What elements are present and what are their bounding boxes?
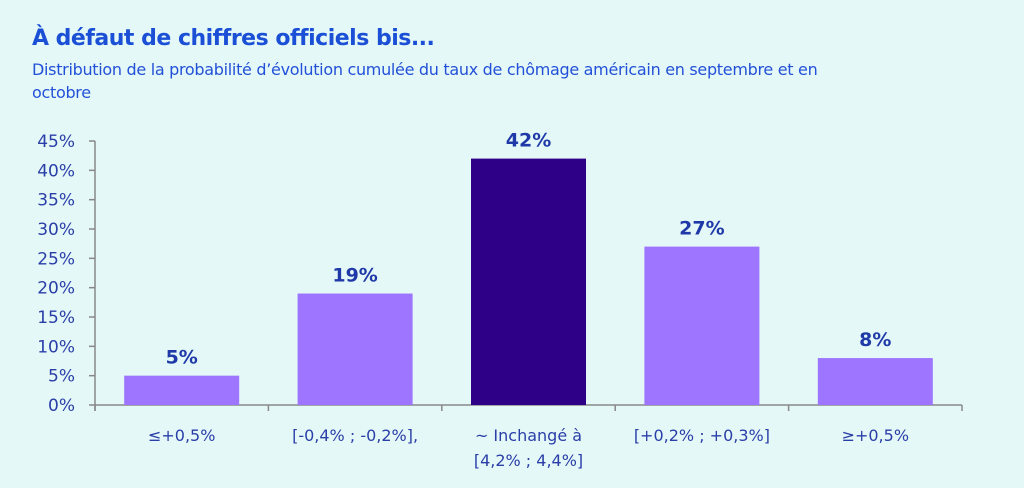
chart-title: À défaut de chiffres officiels bis...: [32, 26, 435, 51]
x-tick-label: ≥+0,5%: [842, 426, 909, 445]
y-tick-label: 30%: [37, 220, 75, 240]
data-label: 27%: [679, 218, 724, 240]
y-tick-label: 0%: [48, 396, 75, 416]
chart-subtitle: Distribution de la probabilité d’évoluti…: [32, 60, 818, 102]
y-tick-label: 45%: [37, 132, 75, 152]
x-tick-label: [+0,2% ; +0,3%]: [634, 426, 770, 445]
y-tick-label: 5%: [48, 367, 75, 387]
y-tick-label: 20%: [37, 279, 75, 299]
x-tick-label: ~ Inchangé à: [475, 426, 582, 445]
x-tick-label: [-0,4% ; -0,2%],: [292, 426, 418, 445]
x-tick-label: ≤+0,5%: [148, 426, 215, 445]
data-label: 8%: [859, 329, 891, 351]
bar: [297, 293, 413, 405]
data-label: 5%: [166, 347, 198, 369]
y-tick-label: 40%: [37, 161, 75, 181]
bar: [471, 158, 586, 405]
y-tick-label: 25%: [37, 249, 75, 269]
y-tick-label: 15%: [37, 308, 75, 328]
x-tick-label: [4,2% ; 4,4%]: [474, 451, 583, 470]
bar: [817, 358, 933, 405]
bar: [644, 246, 760, 405]
y-tick-label: 10%: [37, 337, 75, 357]
data-label: 19%: [332, 265, 377, 287]
data-label: 42%: [506, 130, 551, 152]
bar: [124, 375, 240, 405]
y-tick-label: 35%: [37, 191, 75, 211]
